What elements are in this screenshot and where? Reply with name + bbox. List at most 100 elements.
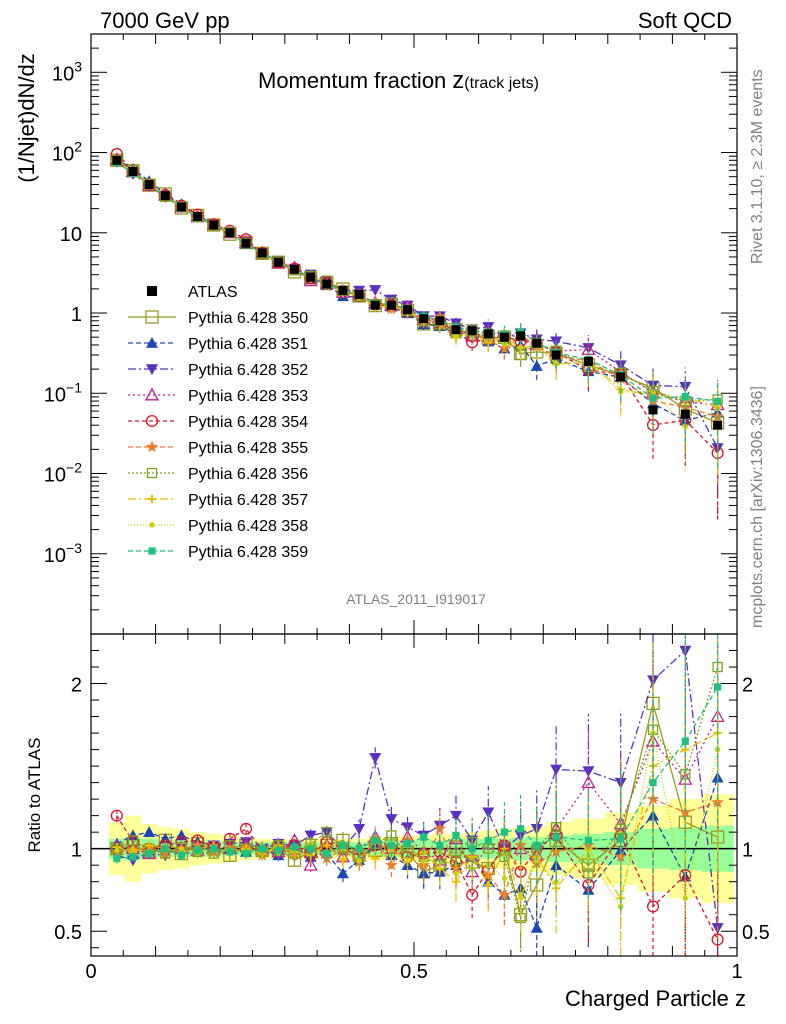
- atlas-point: [209, 220, 219, 230]
- marker-shape: [369, 753, 382, 764]
- marker-shape: [146, 467, 158, 479]
- atlas-point: [403, 305, 413, 315]
- atlas-point: [516, 331, 526, 341]
- ratio-Pythia-6428-358-series: [114, 634, 721, 956]
- atlas-point: [273, 257, 283, 267]
- atlas-point: [160, 191, 170, 201]
- marker-shape: [239, 822, 253, 835]
- marker-shape: [145, 310, 159, 324]
- marker-shape: [114, 847, 120, 854]
- ratio-Pythia-6428-359-point: [484, 836, 492, 845]
- ratio-Pythia-6428-359-point: [258, 845, 266, 853]
- ratio-Pythia-6428-359-point: [420, 833, 428, 841]
- legend-marker: [146, 337, 158, 348]
- atlas-point: [648, 405, 658, 415]
- legend-entry: Pythia 6.428 359: [128, 544, 308, 561]
- marker-shape: [143, 826, 156, 837]
- marker-shape: [681, 393, 689, 401]
- marker-shape: [483, 843, 494, 854]
- ratio-Pythia-6428-354-point: [466, 888, 479, 901]
- marker-shape: [516, 331, 526, 341]
- y-tick-label: 10−1: [44, 379, 82, 406]
- x-tick-label: 0.5: [400, 961, 428, 983]
- marker-shape: [146, 364, 158, 375]
- marker-shape: [322, 279, 332, 289]
- marker-shape: [484, 836, 492, 845]
- y-tick-base: 10: [52, 63, 74, 85]
- ratio-tick-label-right: 0.5: [742, 922, 770, 944]
- marker-shape: [323, 850, 331, 858]
- ratio-Pythia-6428-359-point: [649, 779, 657, 787]
- marker-shape: [353, 824, 366, 835]
- marker-shape: [273, 257, 283, 267]
- legend-label: Pythia 6.428 350: [188, 310, 308, 327]
- x-tick-label: 0: [85, 961, 96, 983]
- mcplots-label: mcplots.cern.ch [arXiv:1306.3436]: [749, 386, 766, 628]
- marker-shape: [682, 423, 689, 430]
- marker-shape: [403, 840, 412, 848]
- atlas-point: [451, 325, 461, 335]
- atlas-point: [176, 202, 186, 212]
- ratio-Pythia-6428-353-line: [116, 716, 719, 874]
- ratio-Pythia-6428-359-point: [452, 831, 460, 840]
- ratio-Pythia-6428-351-point: [417, 867, 430, 879]
- ratio-Pythia-6428-351-series: [110, 641, 724, 956]
- atlas-point: [241, 238, 251, 248]
- ratio-Pythia-6428-359-point: [193, 846, 202, 854]
- marker-shape: [584, 836, 593, 845]
- ratio-Pythia-6428-358-point: [534, 857, 540, 863]
- marker-shape: [127, 835, 139, 846]
- header-left: 7000 GeV pp: [100, 8, 230, 33]
- marker-shape: [550, 764, 563, 776]
- atlas-point: [112, 155, 122, 165]
- ratio-Pythia-6428-359-point: [226, 848, 234, 856]
- marker-shape: [417, 867, 430, 879]
- legend-label: Pythia 6.428 359: [188, 544, 308, 561]
- marker-shape: [193, 846, 202, 854]
- ratio-Pythia-6428-357-series: [112, 634, 722, 956]
- atlas-point: [499, 332, 509, 342]
- marker-shape: [646, 900, 660, 913]
- y-tick-base: 10: [44, 384, 66, 406]
- marker-shape: [145, 414, 159, 428]
- ratio-Pythia-6428-356-point: [127, 835, 139, 846]
- marker-shape: [178, 845, 185, 852]
- ratio-Pythia-6428-359-series: [113, 634, 722, 911]
- marker-shape: [303, 857, 318, 871]
- ratio-Pythia-6428-351-point: [143, 826, 156, 837]
- marker-shape: [160, 191, 170, 201]
- marker-shape: [466, 888, 479, 901]
- legend-label: Pythia 6.428 353: [188, 388, 308, 405]
- marker-shape: [517, 892, 524, 898]
- ratio-Pythia-6428-359-point: [355, 845, 363, 853]
- marker-shape: [145, 850, 153, 858]
- marker-shape: [241, 238, 251, 248]
- ratio-frame: [90, 633, 738, 957]
- y-tick-base: 10: [44, 545, 66, 567]
- marker-shape: [532, 338, 542, 348]
- atlas-data: [112, 155, 723, 430]
- y-tick-exponent: −1: [66, 379, 82, 395]
- legend-entry: Pythia 6.428 356: [128, 466, 308, 483]
- ratio-Pythia-6428-351-point: [336, 867, 349, 879]
- ratio-Pythia-6428-359-point: [403, 840, 412, 848]
- main-Pythia-6428-352-line: [116, 161, 719, 449]
- ratio-Pythia-6428-352-point: [369, 753, 382, 764]
- ratio-Pythia-6428-359-point: [468, 845, 476, 853]
- y-axis-label: (1/Njet)dN/dz: [14, 53, 39, 183]
- marker-shape: [370, 300, 380, 310]
- marker-shape: [306, 272, 316, 282]
- ratio-Pythia-6428-359-point: [129, 853, 137, 861]
- marker-shape: [193, 211, 203, 221]
- legend-entry: Pythia 6.428 352: [128, 362, 308, 379]
- legend-entry-atlas: ATLAS: [147, 284, 238, 301]
- marker-shape: [403, 305, 413, 315]
- marker-shape: [148, 547, 156, 555]
- ratio-Pythia-6428-359-point: [533, 841, 541, 849]
- marker-shape: [649, 394, 657, 402]
- y-tick-exponent: 3: [74, 58, 82, 74]
- y-tick-base: 10: [44, 465, 66, 487]
- ratio-Pythia-6428-356-point: [321, 827, 332, 838]
- marker-shape: [551, 350, 561, 360]
